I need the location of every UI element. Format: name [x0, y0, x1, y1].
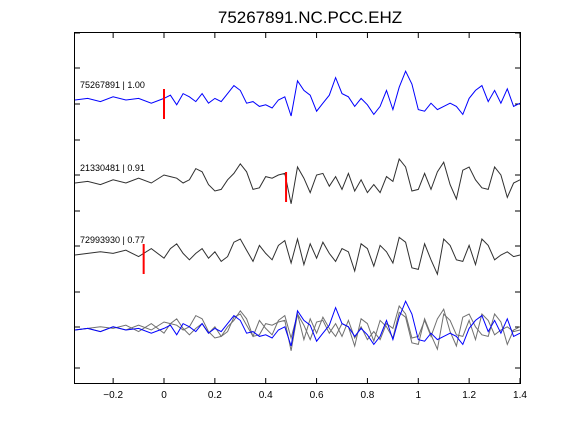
overlay-trace-1: [74, 299, 521, 347]
trace-line-3: [74, 236, 521, 276]
x-tick-label: 1.2: [462, 390, 476, 401]
trace-label-2: 21330481 | 0.91: [80, 163, 145, 173]
overlay-trace-2: [74, 304, 521, 351]
x-tick-label: 0.4: [259, 390, 273, 401]
x-tick-label: 0.8: [360, 390, 374, 401]
x-tick-label: 0.2: [208, 390, 222, 401]
plot-frame: [74, 32, 521, 384]
x-tick-label: 0: [161, 390, 167, 401]
trace-label-3: 72993930 | 0.77: [80, 235, 145, 245]
chart-title: 75267891.NC.PCC.EHZ: [218, 8, 402, 27]
trace-label-1: 75267891 | 1.00: [80, 80, 145, 90]
x-tick-label: 1.4: [513, 390, 527, 401]
x-tick-label: 1: [416, 390, 422, 401]
trace-line-2: [74, 157, 521, 204]
trace-group: 75267891 | 1.00 21330481 | 0.91 72993930 |…: [74, 69, 521, 351]
x-axis: −0.2 0 0.2 0.4 0.6 0.8 1 1.2 1.4: [103, 33, 527, 401]
x-tick-label: −0.2: [103, 390, 123, 401]
overlay-trace-3: [74, 311, 521, 351]
y-ticks: [75, 32, 520, 369]
x-tick-label: 0.6: [310, 390, 324, 401]
trace-line-1: [74, 69, 521, 117]
